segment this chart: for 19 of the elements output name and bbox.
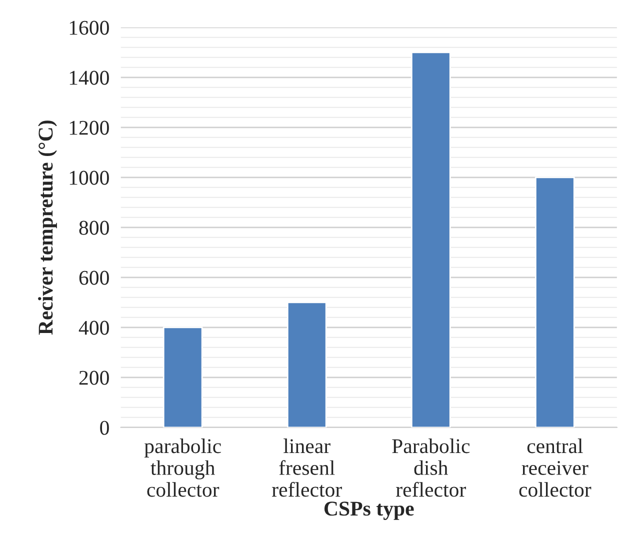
bar [286, 302, 327, 428]
y-tick-label: 800 [79, 220, 109, 235]
x-tick-label: parabolic through collector [144, 438, 221, 497]
bar [410, 52, 451, 428]
y-tick-label: 400 [78, 320, 109, 335]
y-tick-label: 1400 [70, 70, 109, 85]
x-tick-label: Parabolic dish reflector [392, 438, 470, 497]
y-tick-label: 200 [79, 370, 109, 385]
y-tick-label: 0 [100, 420, 109, 435]
bar [162, 326, 203, 428]
x-tick-label: central receiver collector [519, 438, 592, 497]
y-tick-label: 600 [79, 270, 109, 285]
y-axis-title: Reciver tempreture (°C) [38, 120, 57, 335]
y-tick-label: 1000 [70, 170, 109, 185]
y-tick-label: 1600 [70, 20, 109, 35]
bar [534, 176, 575, 428]
x-axis-title: CSPs type [324, 502, 414, 520]
x-tick-label: linear fresenl reflector [272, 438, 342, 497]
y-tick-label: 1200 [70, 120, 109, 135]
